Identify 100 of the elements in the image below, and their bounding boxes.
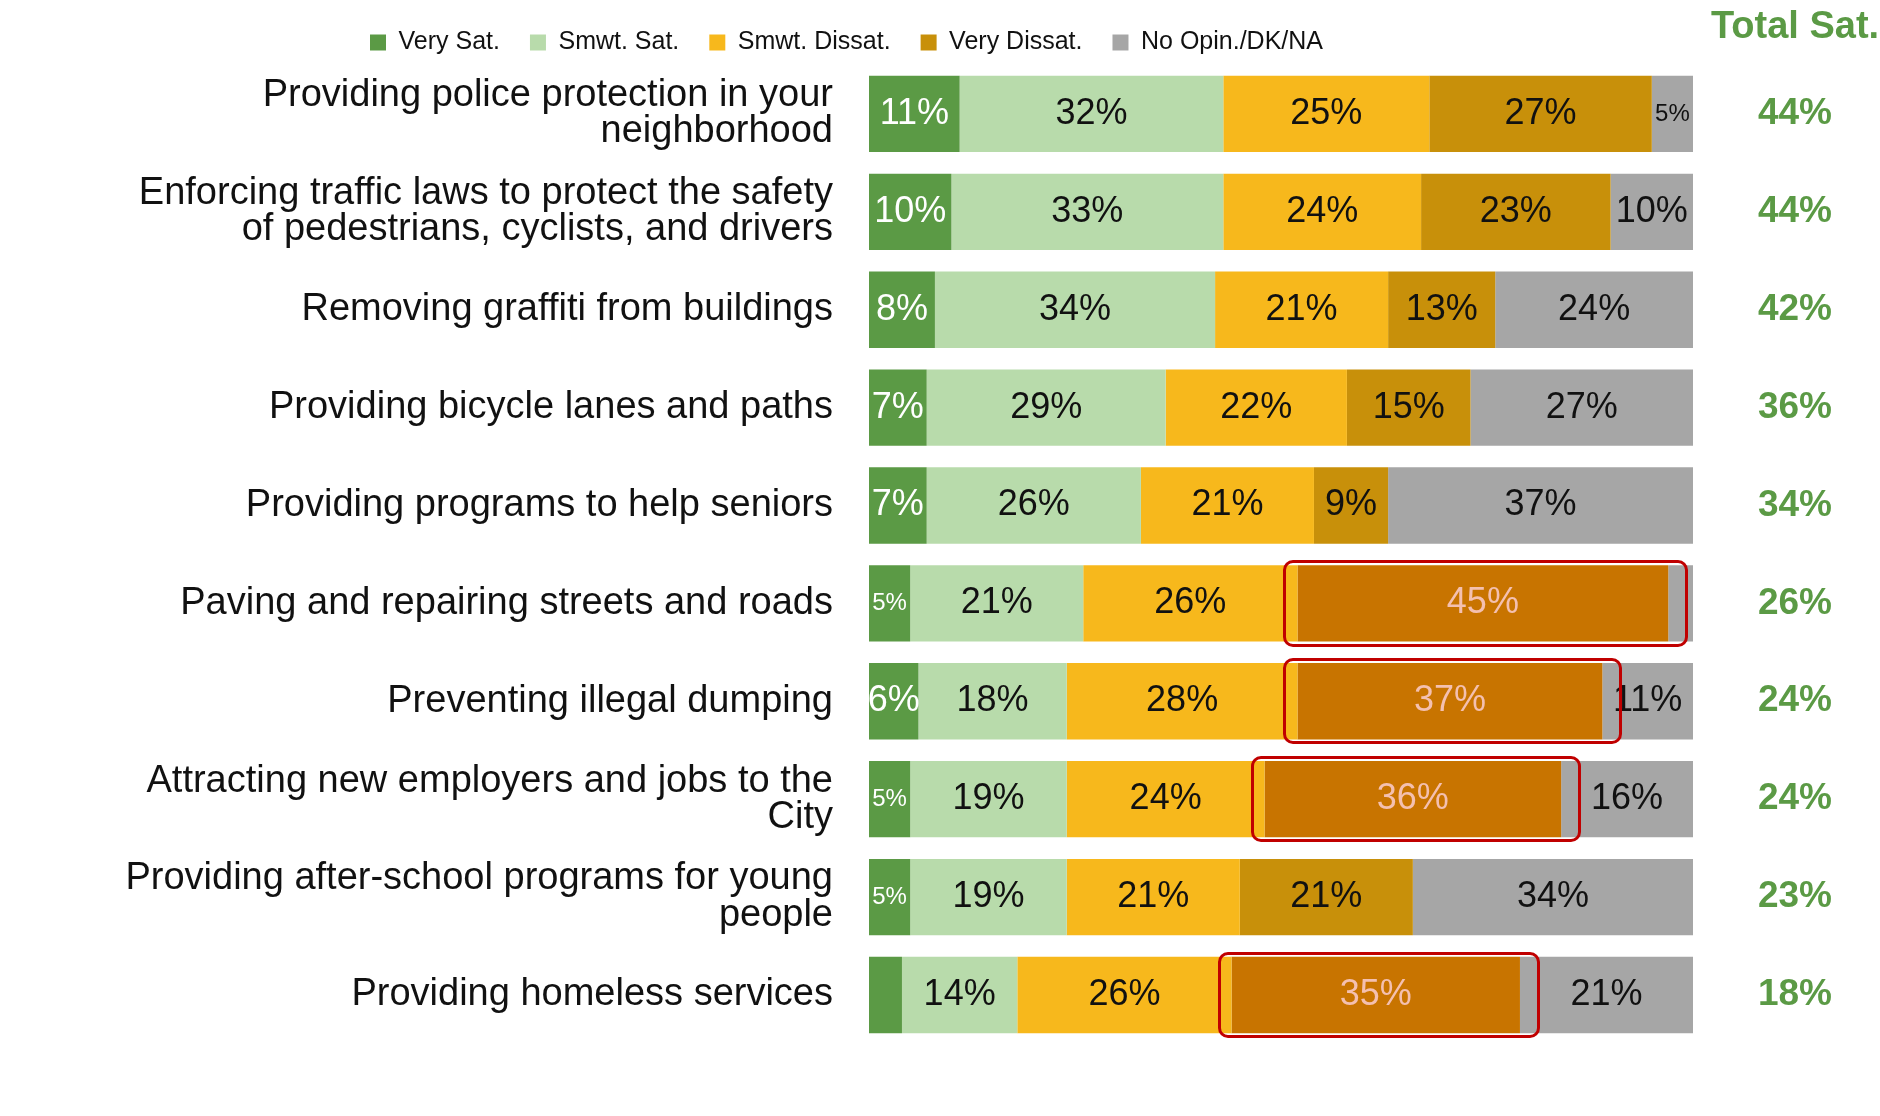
text: Total Sat. [1710, 4, 1880, 47]
bar [869, 369, 927, 446]
data-label: 32% [1055, 90, 1128, 132]
bar [910, 761, 1067, 838]
data-label: 5% [872, 881, 907, 909]
data-label: 25% [1290, 90, 1363, 132]
bar [869, 956, 902, 1034]
y-tick-label: Providing programs to help seniors [245, 481, 833, 524]
text: 34% [1757, 482, 1833, 524]
data-label: 22% [1220, 384, 1293, 426]
bar [869, 565, 911, 642]
bar [1297, 565, 1669, 642]
bar [901, 956, 1018, 1034]
bar [1239, 858, 1413, 936]
data-label: 24% [1286, 188, 1359, 230]
data-label: 37% [1413, 678, 1486, 720]
text: 18% [1757, 972, 1833, 1014]
bar [910, 565, 1084, 642]
data-label: 5% [872, 783, 907, 811]
data-label: 16% [1591, 776, 1664, 818]
bar [1388, 271, 1496, 348]
bar [1421, 173, 1611, 251]
legend-label: Smwt. Dissat. [737, 26, 891, 55]
bar [1215, 271, 1389, 348]
text: 44% [1757, 91, 1833, 133]
bar [1066, 858, 1240, 936]
text: 42% [1757, 286, 1833, 328]
data-label: 45% [1446, 580, 1519, 622]
bar [910, 858, 1067, 936]
legend-label: Very Dissat. [949, 26, 1083, 55]
data-label: 35% [1339, 971, 1412, 1013]
data-label: 27% [1545, 384, 1618, 426]
data-label: 36% [1376, 776, 1449, 818]
data-label: 19% [952, 776, 1025, 818]
text: 26% [1757, 580, 1833, 622]
y-tick-label: Removing graffiti from buildings [301, 286, 833, 329]
data-label: 24% [1129, 776, 1202, 818]
bar [1429, 75, 1652, 153]
data-label: 21% [1570, 971, 1643, 1013]
bar [1519, 956, 1693, 1034]
text: 24% [1757, 678, 1833, 720]
bar [1297, 663, 1603, 740]
data-label: 14% [923, 971, 996, 1013]
bar [1223, 173, 1422, 251]
data-label: 26% [1088, 971, 1161, 1013]
y-tick-label: Providing after-school programs for young people [125, 855, 833, 934]
legend-label: Smwt. Sat. [558, 26, 680, 55]
data-label: 21% [1265, 286, 1338, 328]
bar [1140, 467, 1314, 544]
data-label: 34% [1516, 873, 1589, 915]
bar [1165, 369, 1347, 446]
bar [951, 173, 1224, 251]
data-label: 21% [960, 580, 1033, 622]
data-label: 8% [875, 286, 928, 328]
data-label: 21% [1117, 873, 1190, 915]
data-label: 7% [871, 482, 924, 524]
bar [1388, 467, 1693, 544]
data-label: 7% [871, 384, 924, 426]
bar [1346, 369, 1471, 446]
data-label: 37% [1504, 482, 1577, 524]
y-tick-label: Enforcing traffic laws to protect the safety of pedestrians, cyclists, and drivers [138, 170, 833, 249]
legend-label: Very Sat. [398, 26, 500, 55]
data-label: 24% [1558, 286, 1631, 328]
bar [1495, 271, 1693, 348]
data-label: 33% [1051, 188, 1124, 230]
data-label: 11% [879, 90, 950, 132]
data-label: 5% [1655, 98, 1690, 126]
y-tick-label: Providing police protection in your neighborhood [262, 72, 834, 151]
data-label: 9% [1325, 482, 1378, 524]
bar [1264, 761, 1562, 838]
bar [1083, 565, 1298, 642]
data-label: 15% [1372, 384, 1445, 426]
data-label: 29% [1010, 384, 1083, 426]
text: 36% [1757, 384, 1833, 426]
y-tick-label: Providing homeless services [351, 971, 833, 1014]
bar [1412, 858, 1693, 936]
data-label: 23% [1479, 188, 1552, 230]
data-label: 28% [1146, 678, 1219, 720]
bar [1066, 663, 1298, 740]
data-label: 19% [952, 873, 1025, 915]
data-label: 6% [867, 678, 920, 720]
y-tick-label: Providing bicycle lanes and paths [268, 384, 833, 427]
data-label: 26% [997, 482, 1070, 524]
bar [918, 663, 1067, 740]
data-label: 21% [1290, 873, 1363, 915]
bar [959, 75, 1224, 153]
y-tick-label: Paving and repairing streets and roads [180, 579, 833, 622]
text: 24% [1757, 776, 1833, 818]
bar [1231, 956, 1520, 1034]
data-label: 5% [872, 588, 907, 616]
bar [926, 369, 1166, 446]
bar [869, 75, 960, 153]
bar [1017, 956, 1232, 1034]
data-label: 27% [1504, 90, 1577, 132]
data-label: 34% [1038, 286, 1112, 328]
data-label: 21% [1191, 482, 1264, 524]
bar [1470, 369, 1693, 446]
legend-label: No Opin./DK/NA [1140, 26, 1324, 55]
y-tick-label: Preventing illegal dumping [387, 677, 833, 720]
y-tick-label: Attracting new employers and jobs to the City [146, 757, 833, 836]
